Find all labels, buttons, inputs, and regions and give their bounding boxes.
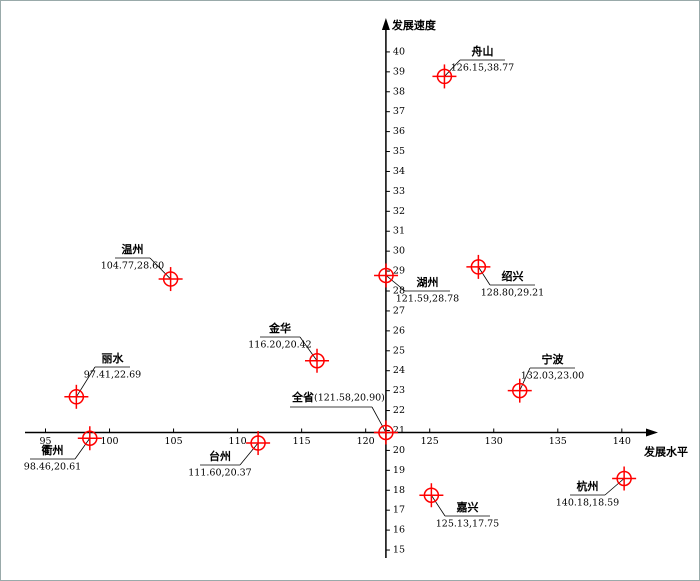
- point-label: 126.15,38.77: [451, 63, 514, 74]
- point-label: 121.59,28.78: [396, 294, 459, 305]
- x-tick-label: 120: [357, 436, 375, 447]
- y-tick-label: 15: [393, 545, 405, 556]
- point: [373, 420, 398, 445]
- point-name: 台州: [209, 449, 231, 463]
- point: [432, 64, 457, 89]
- point: [77, 426, 102, 451]
- leader: [239, 442, 259, 466]
- x-tick-label: 110: [229, 436, 247, 447]
- point: [612, 466, 637, 491]
- leader: [519, 367, 531, 391]
- point-name: 金华: [268, 321, 291, 335]
- point-label: 116.20,20.42: [248, 340, 311, 351]
- leader: [444, 59, 461, 77]
- x-tick-label: 105: [164, 436, 182, 447]
- y-tick-label: 18: [393, 485, 405, 496]
- y-tick-label: 39: [393, 66, 405, 77]
- point-label: 128.80,29.21: [481, 288, 544, 299]
- point: [507, 378, 532, 403]
- y-tick-label: 32: [393, 206, 405, 217]
- x-tick-label: 115: [293, 436, 311, 447]
- point: [374, 263, 399, 288]
- y-tick-label: 33: [393, 186, 405, 197]
- y-tick-label: 36: [393, 126, 405, 137]
- point-label: (121.58,20.90): [314, 393, 385, 404]
- point-name: 温州: [122, 242, 144, 256]
- y-tick-label: 30: [393, 246, 405, 257]
- point-name: 全省: [291, 390, 314, 404]
- y-tick-label: 26: [393, 325, 405, 336]
- leader: [299, 336, 318, 361]
- y-tick-label: 38: [393, 86, 405, 97]
- point: [64, 384, 89, 409]
- point-name: 衢州: [42, 443, 64, 457]
- point-label: 97.41,22.69: [84, 370, 141, 381]
- x-tick-label: 135: [549, 436, 567, 447]
- y-tick-label: 29: [393, 266, 405, 277]
- y-tick-label: 25: [393, 345, 405, 356]
- point-name: 湖州: [417, 275, 439, 289]
- y-tick-label: 22: [393, 405, 405, 416]
- point-name: 丽水: [102, 351, 125, 365]
- y-tick-label: 17: [393, 505, 405, 516]
- y-tick-label: 27: [393, 305, 405, 316]
- y-tick-label: 35: [393, 146, 405, 157]
- y-tick-label: 37: [393, 106, 405, 117]
- x-axis-arrow: [646, 428, 658, 437]
- point-label: 98.46,20.61: [24, 462, 81, 473]
- point-name: 宁波: [542, 352, 565, 366]
- y-tick-label: 21: [393, 425, 405, 436]
- x-tick-label: 130: [485, 436, 503, 447]
- y-tick-label: 34: [393, 166, 405, 177]
- leader: [371, 406, 387, 433]
- y-axis-arrow: [381, 18, 390, 30]
- y-tick-label: 19: [393, 465, 405, 476]
- y-tick-label: 40: [393, 46, 405, 57]
- y-tick-label: 31: [393, 226, 405, 237]
- x-tick-label: 140: [613, 436, 631, 447]
- point-name: 舟山: [472, 44, 494, 58]
- point: [246, 431, 271, 456]
- y-tick-label: 16: [393, 525, 405, 536]
- y-tick-label: 23: [393, 385, 405, 396]
- leader: [385, 275, 406, 292]
- leader: [478, 266, 491, 286]
- point: [158, 267, 183, 292]
- leader: [149, 257, 171, 280]
- point-label: 140.18,18.59: [556, 498, 619, 509]
- point-label: 111.60,20.37: [188, 468, 251, 479]
- point: [419, 483, 444, 508]
- point-label: 132.03,23.00: [521, 371, 584, 382]
- x-axis-label: 发展水平: [643, 444, 688, 458]
- point-name: 杭州: [577, 479, 599, 493]
- y-tick-label: 28: [393, 286, 405, 297]
- leader: [431, 495, 446, 517]
- x-tick-label: 95: [39, 436, 51, 447]
- point: [466, 254, 491, 279]
- leader: [604, 478, 625, 496]
- x-tick-label: 100: [100, 436, 118, 447]
- point-name: 绍兴: [502, 269, 524, 283]
- x-tick-label: 125: [421, 436, 439, 447]
- y-tick-label: 20: [393, 445, 405, 456]
- point: [305, 348, 330, 373]
- y-tick-label: 24: [393, 365, 405, 376]
- leader: [74, 438, 91, 460]
- leader: [76, 366, 96, 398]
- point-label: 104.77,28.60: [101, 261, 164, 272]
- y-axis-label: 发展速度: [391, 18, 437, 32]
- point-name: 嘉兴: [456, 500, 479, 514]
- point-label: 125.13,17.75: [436, 519, 499, 530]
